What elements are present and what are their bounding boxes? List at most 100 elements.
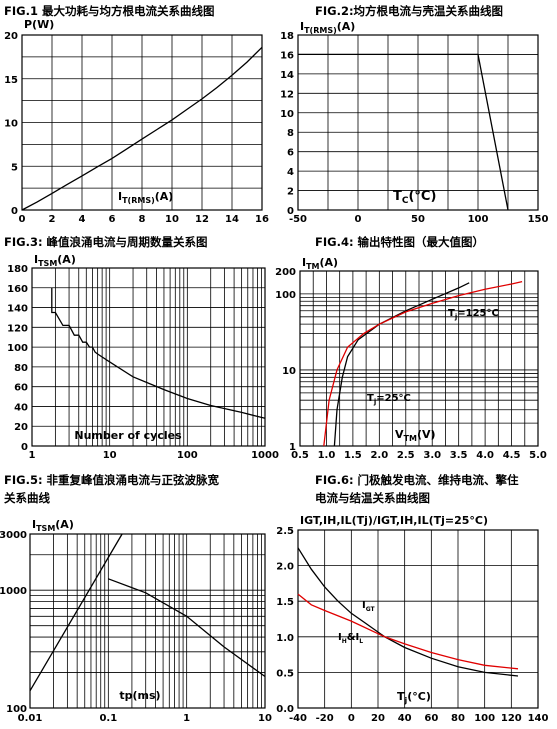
fig4-ytick-label: 10: [282, 366, 296, 377]
fig2-ytick-label: 18: [280, 31, 294, 42]
fig2-ytick-label: 2: [287, 187, 294, 198]
fig1-ytick-label: 20: [4, 31, 18, 42]
fig4-xtick-label: 1.5: [344, 450, 362, 461]
fig2-xlabel: TC(°C): [393, 189, 436, 206]
fig4-plot-frame: [299, 270, 539, 447]
fig6-xtick-label: 100: [474, 713, 495, 724]
fig6-ytick-label: 0.5: [276, 668, 294, 679]
fig1-xtick-label: 14: [225, 214, 239, 225]
fig6-xtick-label: 40: [398, 713, 412, 724]
fig6-series-ih-il: [297, 593, 519, 670]
fig3-ytick-label: 180: [7, 264, 28, 275]
fig2-xtick-label: -50: [289, 214, 307, 225]
fig4-ytick-label: 100: [275, 290, 296, 301]
fig3-ytick-label: 20: [14, 422, 28, 433]
fig4-annotation-tj25: Tj=25°C: [367, 393, 411, 406]
fig2-ytick-label: 0: [287, 206, 294, 217]
fig4-xtick-label: 2.0: [370, 450, 388, 461]
fig4-xtick-label: 4.5: [503, 450, 521, 461]
fig4-series-tj125: [323, 280, 523, 447]
fig6-xtick-label: 140: [528, 713, 549, 724]
fig5-series-rising: [29, 533, 123, 692]
fig1-xtick-label: 4: [79, 214, 86, 225]
fig6-xtick-label: 80: [451, 713, 465, 724]
fig2-ytick-label: 6: [287, 148, 294, 159]
fig4-xtick-label: 1.0: [318, 450, 336, 461]
fig1-xtick-label: 10: [165, 214, 179, 225]
fig1-ytick-label: 0: [11, 206, 18, 217]
fig5-xtick-label: 10: [258, 713, 272, 724]
fig4-ytick-label: 200: [275, 267, 296, 278]
fig6-series-igt: [297, 547, 519, 677]
fig5-plot-frame: [29, 533, 266, 709]
fig4-xtick-label: 3.5: [450, 450, 468, 461]
fig1-xtick-label: 12: [195, 214, 209, 225]
fig6-plot-frame: [297, 529, 539, 709]
fig6-xtick-label: 120: [501, 713, 522, 724]
fig1-title: FIG.1 最大功耗与均方根电流关系曲线图: [4, 4, 215, 18]
fig4-annotation-tj125: Tj=125°C: [448, 308, 499, 321]
fig3-ylabel: ITSM(A): [34, 253, 76, 268]
fig6-ylabel: IGT,IH,IL(Tj)/IGT,IH,IL(Tj=25°C): [300, 514, 488, 527]
fig3-xtick-label: 1: [29, 450, 36, 461]
fig5-xtick-label: 0.1: [99, 713, 117, 724]
fig2-ytick-label: 4: [287, 167, 294, 178]
fig2-series-line: [298, 53, 509, 211]
fig1-plot-frame: [21, 34, 263, 211]
fig6-ytick-label: 0.0: [276, 704, 294, 715]
fig5-ylabel: ITSM(A): [32, 518, 74, 533]
fig2-plot-frame: [297, 34, 539, 211]
fig1-xtick-label: 0: [19, 214, 26, 225]
fig3-series-line: [51, 287, 266, 419]
fig4-ytick-label: 1: [289, 442, 296, 453]
fig2-xtick-label: 100: [468, 214, 489, 225]
fig3-ytick-label: 40: [14, 402, 28, 413]
fig1-series-line: [21, 46, 263, 211]
fig3-xtick-label: 10: [103, 450, 117, 461]
fig4-title: FIG.4: 输出特性图（最大值图）: [315, 235, 485, 249]
fig5-title-line2: 关系曲线: [4, 491, 50, 505]
fig3-xtick-label: 100: [177, 450, 198, 461]
fig6-xtick-label: 60: [424, 713, 438, 724]
fig6-ytick-label: 1.0: [276, 633, 294, 644]
fig2-ytick-label: 14: [280, 70, 294, 81]
fig4-xtick-label: 3.0: [423, 450, 441, 461]
fig6-ytick-label: 2.5: [276, 526, 294, 537]
fig3-xtick-label: 1000: [251, 450, 279, 461]
fig6-title-line2: 电流与结温关系曲线图: [315, 491, 430, 505]
fig6-ytick-label: 1.5: [276, 597, 294, 608]
fig6-annotation-igt: IGT: [362, 600, 376, 613]
fig1-ytick-label: 15: [4, 75, 18, 86]
fig1-xtick-label: 16: [255, 214, 269, 225]
fig6-xtick-label: -20: [316, 713, 334, 724]
fig5-ytick-label: 3000: [0, 530, 27, 541]
fig5-ytick-label: 1000: [0, 586, 27, 597]
fig2-xtick-label: 50: [411, 214, 425, 225]
fig6-ytick-label: 2.0: [276, 562, 294, 573]
fig1-ytick-label: 5: [11, 162, 18, 173]
fig2-xtick-label: 0: [355, 214, 362, 225]
fig3-ytick-label: 80: [14, 363, 28, 374]
fig3-ytick-label: 100: [7, 343, 28, 354]
fig1-ytick-label: 10: [4, 119, 18, 130]
fig2-title: FIG.2:均方根电流与壳温关系曲线图: [315, 4, 504, 18]
fig1-xlabel: IT(RMS)(A): [118, 190, 173, 205]
fig3-ytick-label: 160: [7, 284, 28, 295]
fig4-series-tj25: [333, 282, 470, 447]
fig4-xtick-label: 0.5: [291, 450, 309, 461]
fig3-ytick-label: 0: [21, 442, 28, 453]
fig4-xtick-label: 5.0: [529, 450, 547, 461]
fig3-ytick-label: 60: [14, 383, 28, 394]
fig6-xtick-label: -40: [289, 713, 307, 724]
fig6-xtick-label: 20: [371, 713, 385, 724]
fig2-ytick-label: 12: [280, 89, 294, 100]
fig3-ytick-label: 140: [7, 304, 28, 315]
fig6-xtick-label: 0: [348, 713, 355, 724]
fig6-xlabel: Tj(°C): [397, 690, 431, 705]
fig4-xlabel: VTM(V): [395, 428, 436, 443]
fig1-xtick-label: 8: [139, 214, 146, 225]
fig5-xtick-label: 0.01: [18, 713, 43, 724]
fig5-series-falling: [108, 578, 266, 678]
fig4-xtick-label: 4.0: [476, 450, 494, 461]
